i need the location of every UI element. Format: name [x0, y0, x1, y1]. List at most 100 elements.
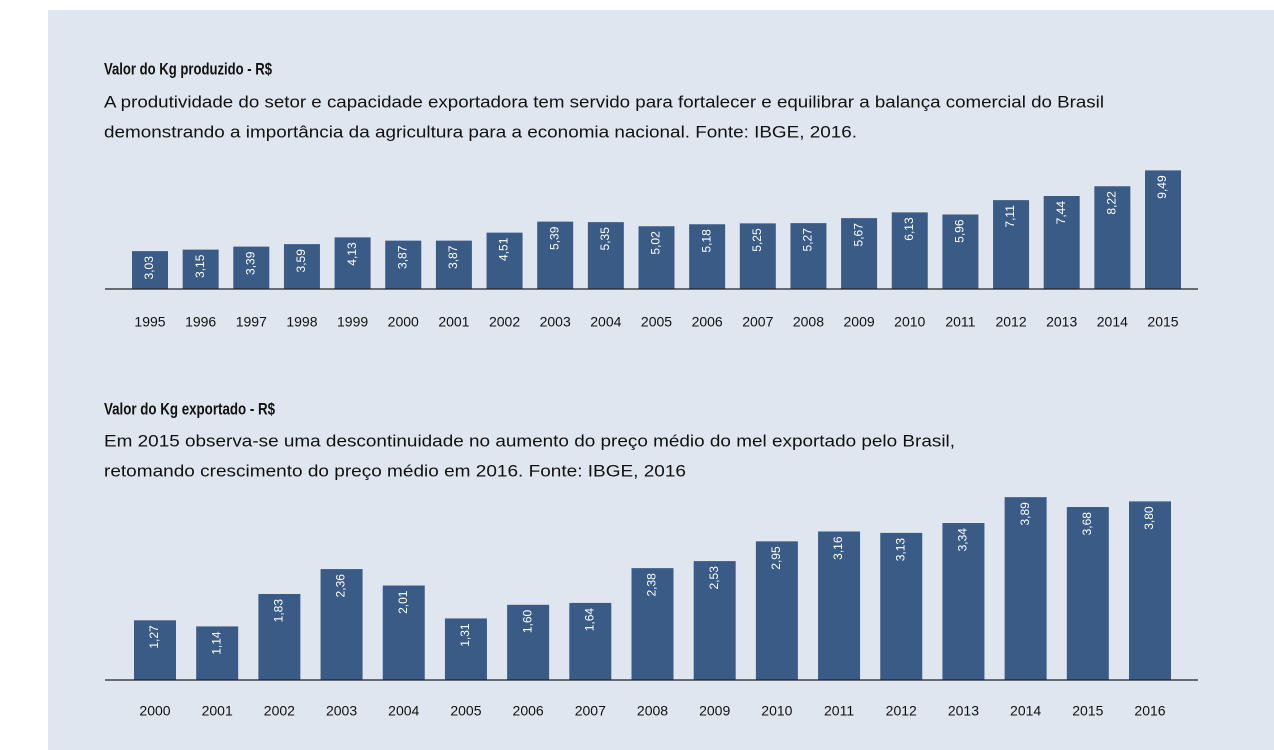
data-label: 2,01: [396, 590, 410, 614]
data-label: 5,96: [953, 219, 967, 243]
chart-subtitle: A produtividade do setor e capacidade ex…: [104, 92, 1104, 111]
x-tick-label: 2009: [844, 314, 875, 330]
data-label: 5,02: [649, 231, 663, 255]
bar: [891, 212, 928, 289]
bar: [196, 626, 239, 680]
data-label: 1,31: [458, 623, 472, 647]
data-label: 3,15: [193, 254, 207, 278]
data-label: 4,13: [345, 242, 359, 266]
chart-subtitle: demonstrando a importância da agricultur…: [104, 122, 857, 141]
bar: [435, 240, 472, 289]
data-label: 2,95: [769, 546, 783, 570]
bar: [1004, 497, 1047, 680]
data-label: 7,11: [1003, 205, 1017, 228]
x-tick-label: 2002: [489, 314, 520, 330]
x-tick-label: 2006: [513, 703, 544, 719]
data-label: 5,18: [699, 229, 713, 253]
bar: [283, 244, 320, 289]
data-label: 5,67: [851, 223, 865, 247]
x-tick-label: 1999: [337, 314, 368, 330]
data-label: 1,64: [582, 608, 596, 632]
data-label: 6,13: [902, 217, 916, 241]
bar: [1129, 501, 1171, 680]
x-tick-label: 2000: [139, 703, 170, 719]
data-label: 1,27: [147, 625, 161, 649]
x-tick-label: 2003: [326, 703, 357, 719]
bar: [320, 569, 363, 680]
bar: [587, 222, 624, 289]
x-tick-label: 2014: [1097, 314, 1128, 330]
x-tick-label: 2015: [1147, 314, 1178, 330]
x-tick-label: 2014: [1010, 703, 1041, 719]
x-tick-label: 2001: [438, 314, 469, 330]
data-label: 8,22: [1105, 191, 1119, 215]
bar: [942, 214, 979, 289]
bar: [1066, 507, 1109, 680]
data-label: 2,53: [707, 566, 721, 590]
bar: [258, 593, 301, 680]
x-tick-label: 2010: [894, 314, 925, 330]
x-tick-label: 2007: [575, 703, 606, 719]
data-label: 5,25: [750, 228, 764, 252]
bar: [841, 218, 878, 289]
x-tick-label: 2000: [388, 314, 419, 330]
x-tick-label: 2005: [641, 314, 672, 330]
bar: [1043, 196, 1080, 289]
x-tick-label: 2013: [1046, 314, 1077, 330]
x-tick-label: 2011: [824, 703, 854, 719]
bar: [132, 251, 168, 289]
data-label: 3,87: [395, 245, 409, 269]
bar: [1145, 170, 1181, 289]
chart-title: Valor do Kg exportado - R$: [104, 399, 275, 418]
bar: [818, 531, 861, 680]
bar: [444, 618, 487, 680]
bar: [693, 561, 736, 680]
bar: [880, 532, 923, 680]
x-tick-label: 2011: [945, 314, 975, 330]
x-tick-label: 2006: [692, 314, 723, 330]
bar: [182, 249, 219, 289]
data-label: 3,80: [1142, 506, 1156, 530]
x-tick-label: 2005: [450, 703, 481, 719]
chart-subtitle: Em 2015 observa-se uma descontinuidade n…: [104, 431, 955, 450]
data-label: 9,49: [1155, 175, 1169, 199]
bar: [385, 240, 422, 289]
chart-subtitle: retomando crescimento do preço médio em …: [104, 461, 686, 480]
data-label: 1,14: [209, 631, 223, 655]
data-label: 7,44: [1054, 201, 1068, 225]
bar: [486, 232, 523, 289]
x-tick-label: 2012: [995, 314, 1026, 330]
bar: [1094, 186, 1131, 289]
bar: [689, 224, 726, 289]
data-label: 3,13: [893, 538, 907, 562]
data-label: 2,38: [645, 573, 659, 597]
bar: [755, 541, 798, 680]
bar: [233, 246, 270, 289]
data-label: 1,60: [520, 609, 534, 633]
x-tick-label: 2001: [202, 703, 233, 719]
x-tick-label: 2012: [886, 703, 917, 719]
data-label: 5,35: [598, 227, 612, 251]
x-tick-label: 2015: [1072, 703, 1103, 719]
bar: [382, 585, 425, 680]
x-tick-label: 2016: [1134, 703, 1165, 719]
data-label: 3,39: [243, 251, 257, 275]
data-label: 1,83: [272, 599, 286, 623]
data-label: 5,39: [547, 226, 561, 250]
bar: [334, 237, 371, 289]
x-tick-label: 1998: [286, 314, 317, 330]
x-tick-label: 2007: [742, 314, 773, 330]
chart-title: Valor do Kg produzido - R$: [104, 59, 272, 78]
x-tick-label: 2013: [948, 703, 979, 719]
x-tick-label: 2004: [388, 703, 419, 719]
data-label: 3,34: [956, 528, 970, 552]
data-label: 3,16: [831, 536, 845, 560]
data-label: 5,27: [801, 228, 815, 252]
data-label: 3,68: [1080, 512, 1094, 536]
bar: [942, 523, 985, 680]
x-tick-label: 1996: [185, 314, 216, 330]
x-tick-label: 2010: [761, 703, 792, 719]
bar: [638, 226, 675, 289]
data-label: 2,36: [334, 574, 348, 598]
